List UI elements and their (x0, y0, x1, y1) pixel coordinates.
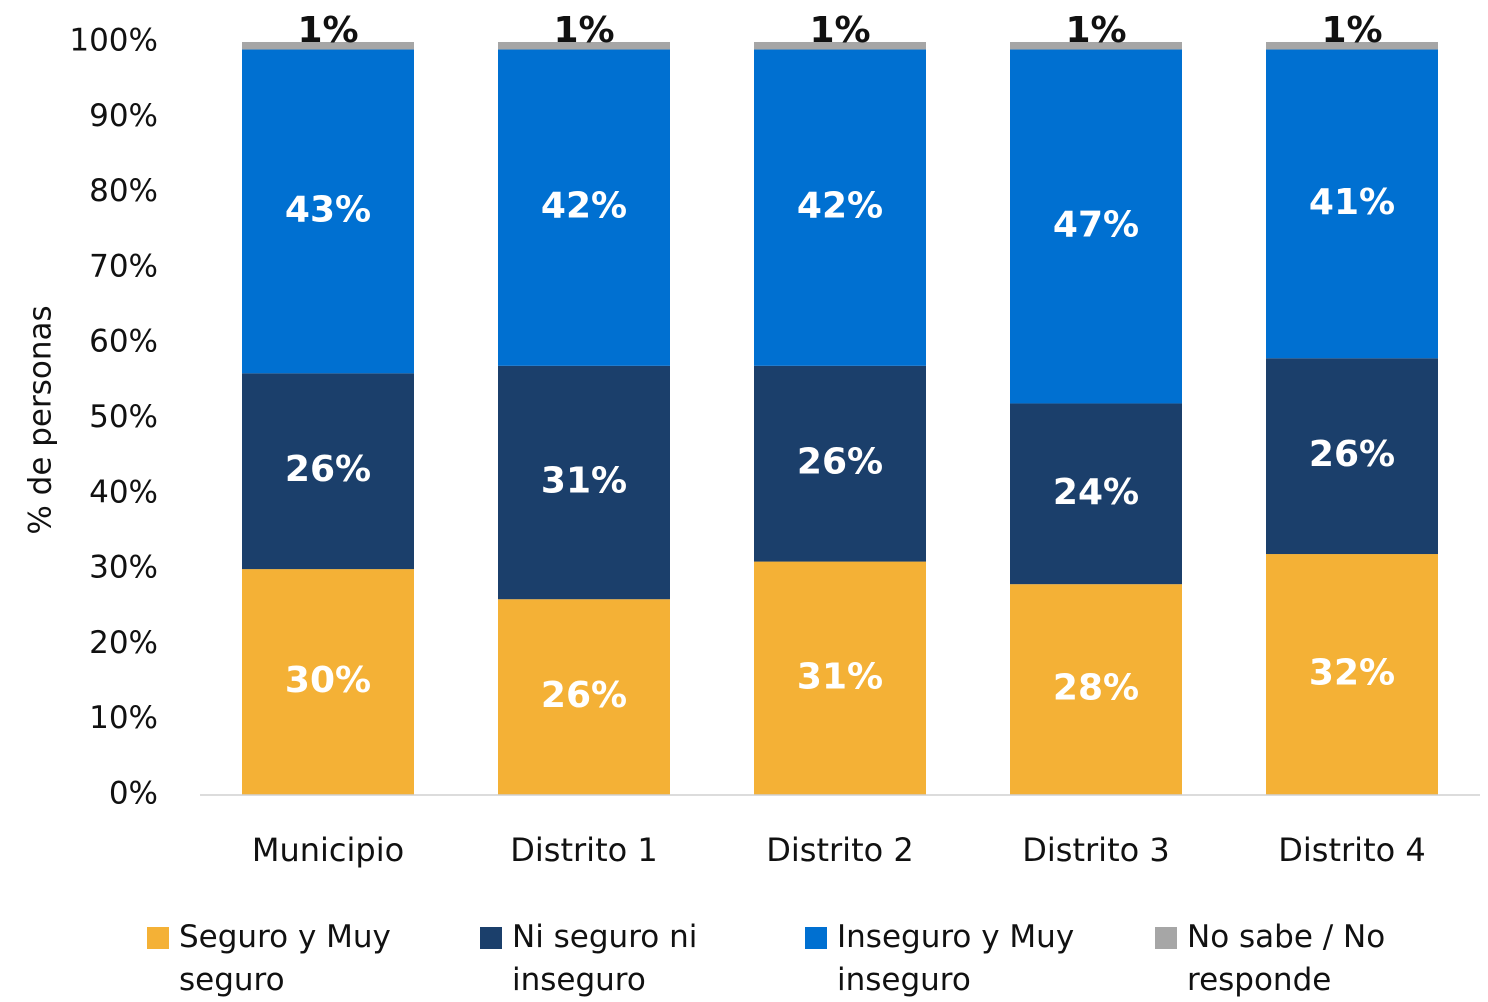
data-label: 41% (1309, 182, 1395, 223)
legend-swatch (1155, 927, 1177, 949)
bar-segment (1010, 584, 1182, 795)
data-label: 26% (285, 449, 371, 490)
bar-segment (242, 49, 414, 374)
bar-segment (498, 42, 670, 50)
legend-label: Ni seguro ni inseguro (512, 919, 698, 998)
y-tick-label: 10% (89, 700, 158, 736)
data-label: 26% (797, 442, 883, 483)
x-tick-label: Distrito 4 (1278, 831, 1425, 869)
bar-segment (498, 49, 670, 366)
data-label: 28% (1053, 668, 1139, 709)
data-label: 1% (809, 10, 870, 51)
data-label: 42% (541, 186, 627, 227)
y-tick-label: 20% (89, 625, 158, 661)
bar-segment (754, 561, 926, 795)
legend-swatch (805, 927, 827, 949)
bar-segment (1266, 554, 1438, 795)
legend-label: No sabe / No responde (1187, 919, 1386, 998)
data-label: 31% (797, 656, 883, 697)
legend-swatch (480, 927, 502, 949)
x-tick-label: Distrito 1 (510, 831, 657, 869)
data-label: 43% (285, 189, 371, 230)
data-label: 1% (297, 10, 358, 51)
data-label: 42% (797, 186, 883, 227)
data-label: 32% (1309, 653, 1395, 694)
y-tick-label: 60% (89, 324, 158, 360)
bar-segment (1266, 358, 1438, 555)
legend-label: Seguro y Muy seguro (179, 919, 391, 998)
y-tick-label: 0% (109, 776, 158, 812)
y-tick-label: 40% (89, 474, 158, 510)
data-label: 26% (541, 675, 627, 716)
bar-segment (1010, 403, 1182, 585)
bar-segment (754, 42, 926, 50)
bar-segment (242, 569, 414, 795)
y-axis-label: % de personas (23, 305, 59, 534)
data-label: 30% (285, 660, 371, 701)
data-label: 1% (1065, 10, 1126, 51)
data-label: 26% (1309, 434, 1395, 475)
x-tick-label: Distrito 3 (1022, 831, 1169, 869)
data-label: 47% (1053, 204, 1139, 245)
bar-segment (1266, 49, 1438, 359)
bar-segment (498, 599, 670, 795)
y-tick-label: 50% (89, 399, 158, 435)
y-tick-label: 90% (89, 98, 158, 134)
data-label: 24% (1053, 472, 1139, 513)
y-tick-label: 70% (89, 248, 158, 284)
bar-segment (754, 365, 926, 562)
bar-segment (1010, 42, 1182, 50)
y-tick-label: 30% (89, 550, 158, 586)
x-tick-label: Distrito 2 (766, 831, 913, 869)
bar-segment (1266, 42, 1438, 50)
bar-segment (754, 49, 926, 366)
x-tick-label: Municipio (252, 831, 404, 869)
legend-swatch (147, 927, 169, 949)
bar-segment (1010, 49, 1182, 404)
y-tick-label: 100% (69, 23, 158, 59)
bar-segment (242, 373, 414, 570)
data-label: 1% (1321, 10, 1382, 51)
bar-segment (498, 365, 670, 600)
data-label: 1% (553, 10, 614, 51)
bar-segment (242, 42, 414, 50)
y-tick-label: 80% (89, 173, 158, 209)
legend-label: Inseguro y Muy inseguro (837, 919, 1075, 998)
data-label: 31% (541, 461, 627, 502)
